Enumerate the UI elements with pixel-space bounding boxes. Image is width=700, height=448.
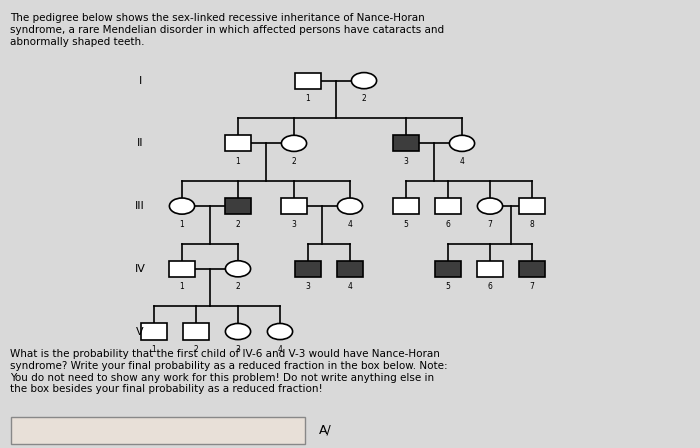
FancyBboxPatch shape bbox=[295, 73, 321, 89]
Circle shape bbox=[225, 323, 251, 340]
FancyBboxPatch shape bbox=[183, 323, 209, 340]
Text: 2: 2 bbox=[236, 282, 240, 291]
FancyBboxPatch shape bbox=[225, 135, 251, 151]
Text: 1: 1 bbox=[180, 282, 184, 291]
Text: 2: 2 bbox=[292, 157, 296, 166]
FancyBboxPatch shape bbox=[435, 261, 461, 277]
Circle shape bbox=[477, 198, 503, 214]
Text: 3: 3 bbox=[404, 157, 408, 166]
Text: 3: 3 bbox=[306, 282, 310, 291]
FancyBboxPatch shape bbox=[225, 198, 251, 214]
Text: 4: 4 bbox=[348, 282, 352, 291]
Text: 4: 4 bbox=[348, 220, 352, 228]
FancyBboxPatch shape bbox=[281, 198, 307, 214]
Text: II: II bbox=[136, 138, 144, 148]
FancyBboxPatch shape bbox=[519, 261, 545, 277]
Text: I: I bbox=[139, 76, 141, 86]
FancyBboxPatch shape bbox=[477, 261, 503, 277]
FancyBboxPatch shape bbox=[435, 198, 461, 214]
Text: 1: 1 bbox=[180, 220, 184, 228]
Text: 1: 1 bbox=[152, 345, 156, 354]
Circle shape bbox=[337, 198, 363, 214]
FancyBboxPatch shape bbox=[169, 261, 195, 277]
Text: 4: 4 bbox=[278, 345, 282, 354]
Text: V: V bbox=[136, 327, 144, 336]
Text: 1: 1 bbox=[306, 94, 310, 103]
Text: 2: 2 bbox=[362, 94, 366, 103]
FancyBboxPatch shape bbox=[10, 417, 304, 444]
Text: What is the probability that the first child of IV-6 and V-3 would have Nance-Ho: What is the probability that the first c… bbox=[10, 349, 448, 394]
Text: 6: 6 bbox=[446, 220, 450, 228]
Text: 5: 5 bbox=[446, 282, 450, 291]
Text: 4: 4 bbox=[460, 157, 464, 166]
Text: 5: 5 bbox=[404, 220, 408, 228]
Circle shape bbox=[169, 198, 195, 214]
Circle shape bbox=[449, 135, 475, 151]
Circle shape bbox=[267, 323, 293, 340]
FancyBboxPatch shape bbox=[393, 135, 419, 151]
Text: 2: 2 bbox=[194, 345, 198, 354]
Text: 3: 3 bbox=[292, 220, 296, 228]
FancyBboxPatch shape bbox=[295, 261, 321, 277]
Text: 1: 1 bbox=[236, 157, 240, 166]
Text: 3: 3 bbox=[236, 345, 240, 354]
Text: 7: 7 bbox=[530, 282, 534, 291]
FancyBboxPatch shape bbox=[337, 261, 363, 277]
Text: The pedigree below shows the sex-linked recessive inheritance of Nance-Horan
syn: The pedigree below shows the sex-linked … bbox=[10, 13, 444, 47]
Text: IV: IV bbox=[134, 264, 146, 274]
Circle shape bbox=[225, 261, 251, 277]
Circle shape bbox=[351, 73, 377, 89]
Text: A/: A/ bbox=[319, 423, 332, 437]
FancyBboxPatch shape bbox=[519, 198, 545, 214]
FancyBboxPatch shape bbox=[141, 323, 167, 340]
Text: 6: 6 bbox=[488, 282, 492, 291]
Text: 2: 2 bbox=[236, 220, 240, 228]
FancyBboxPatch shape bbox=[393, 198, 419, 214]
Circle shape bbox=[281, 135, 307, 151]
Text: 8: 8 bbox=[530, 220, 534, 228]
Text: 7: 7 bbox=[488, 220, 492, 228]
Text: III: III bbox=[135, 201, 145, 211]
